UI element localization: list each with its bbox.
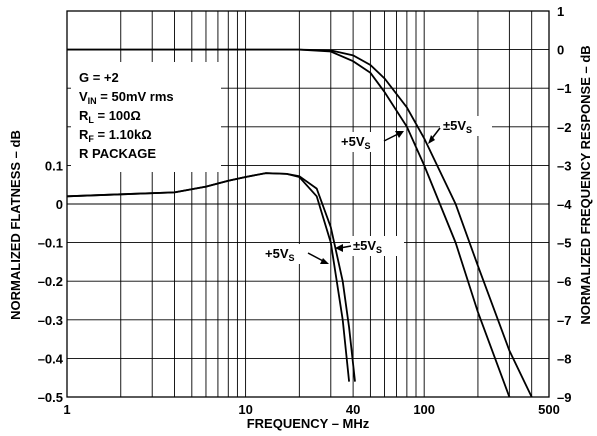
label-flat-pm5: ±5VS xyxy=(335,236,404,256)
y-axis-right-label: NORMALIZED FREQUENCY RESPONSE – dB xyxy=(578,45,593,324)
y-axis-left-label: NORMALIZED FLATNESS – dB xyxy=(8,130,23,320)
svg-text:±5VS: ±5VS xyxy=(353,238,382,255)
condition-gain: G = +2 xyxy=(79,70,119,85)
y-right-tick-label: –5 xyxy=(557,236,571,251)
y-right-tick-label: –2 xyxy=(557,120,571,135)
y-left-tick-label: –0.3 xyxy=(38,313,63,328)
y-right-tick-label: –9 xyxy=(557,390,571,405)
y-left-tick-label: –0.4 xyxy=(38,351,64,366)
condition-package: R PACKAGE xyxy=(79,146,156,161)
tick-labels: 1 10 40 100 50010–1–2–3–4–5–6–7–8–90.10–0.1–… xyxy=(38,4,573,417)
y-left-tick-label: 0 xyxy=(56,197,63,212)
svg-text:+5VS: +5VS xyxy=(341,134,371,151)
y-right-tick-label: –6 xyxy=(557,274,571,289)
label-resp-plus5: +5VS xyxy=(338,131,404,152)
series-response-pm5vs xyxy=(67,48,533,398)
y-right-tick-label: 1 xyxy=(557,4,564,19)
curves xyxy=(66,48,533,398)
x-axis-label: FREQUENCY – MHz xyxy=(247,416,370,431)
y-right-tick-label: 0 xyxy=(557,43,564,58)
x-tick-label: 10 xyxy=(238,402,252,417)
y-left-tick-label: –0.5 xyxy=(38,390,63,405)
y-right-tick-label: –7 xyxy=(557,313,571,328)
svg-text:±5VS: ±5VS xyxy=(443,118,472,135)
condition-vin: VIN = 50mV rms xyxy=(79,89,174,106)
series-flatness-pm5vs xyxy=(66,172,356,382)
y-right-tick-label: –4 xyxy=(557,197,572,212)
x-tick-label: 1 xyxy=(63,402,70,417)
svg-text:+5VS: +5VS xyxy=(265,246,295,263)
x-tick-label: 40 xyxy=(346,402,360,417)
y-right-tick-label: –8 xyxy=(557,351,571,366)
condition-rf: RF = 1.10kΩ xyxy=(79,127,152,144)
x-tick-label: 500 xyxy=(538,402,560,417)
label-flat-plus5: +5VS xyxy=(262,244,329,264)
y-right-tick-label: –3 xyxy=(557,158,571,173)
conditions-box xyxy=(71,62,221,172)
y-right-tick-label: –1 xyxy=(557,81,571,96)
y-left-tick-label: 0.1 xyxy=(45,158,63,173)
y-left-tick-label: –0.2 xyxy=(38,274,63,289)
x-tick-label: 100 xyxy=(413,402,435,417)
condition-rl: RL = 100Ω xyxy=(79,108,141,125)
label-resp-pm5: ±5VS xyxy=(428,116,492,144)
y-left-tick-label: –0.1 xyxy=(38,236,63,251)
